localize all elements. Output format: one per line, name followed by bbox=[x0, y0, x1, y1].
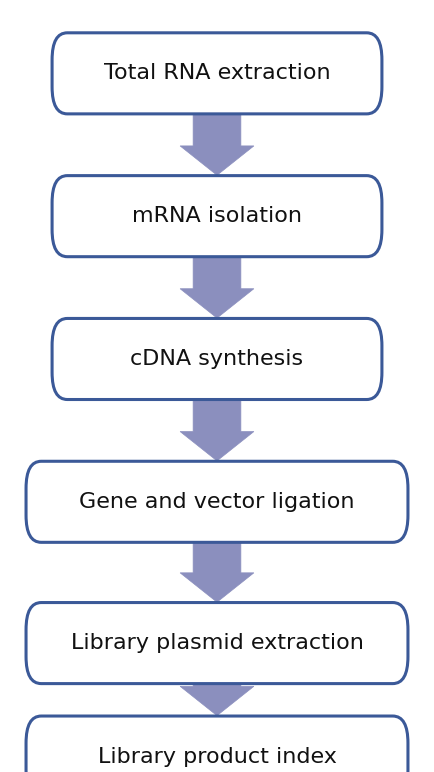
FancyBboxPatch shape bbox=[26, 602, 408, 684]
Polygon shape bbox=[180, 399, 254, 461]
Polygon shape bbox=[180, 683, 254, 716]
Polygon shape bbox=[180, 542, 254, 602]
Polygon shape bbox=[180, 113, 254, 175]
Text: Library product index: Library product index bbox=[98, 747, 336, 767]
FancyBboxPatch shape bbox=[52, 175, 382, 256]
Text: Library plasmid extraction: Library plasmid extraction bbox=[71, 633, 363, 653]
Text: Total RNA extraction: Total RNA extraction bbox=[104, 63, 330, 83]
Text: cDNA synthesis: cDNA synthesis bbox=[131, 349, 303, 369]
FancyBboxPatch shape bbox=[26, 716, 408, 772]
Text: Gene and vector ligation: Gene and vector ligation bbox=[79, 492, 355, 512]
FancyBboxPatch shape bbox=[26, 462, 408, 542]
FancyBboxPatch shape bbox=[52, 32, 382, 113]
Polygon shape bbox=[180, 256, 254, 318]
FancyBboxPatch shape bbox=[52, 318, 382, 400]
Text: mRNA isolation: mRNA isolation bbox=[132, 206, 302, 226]
